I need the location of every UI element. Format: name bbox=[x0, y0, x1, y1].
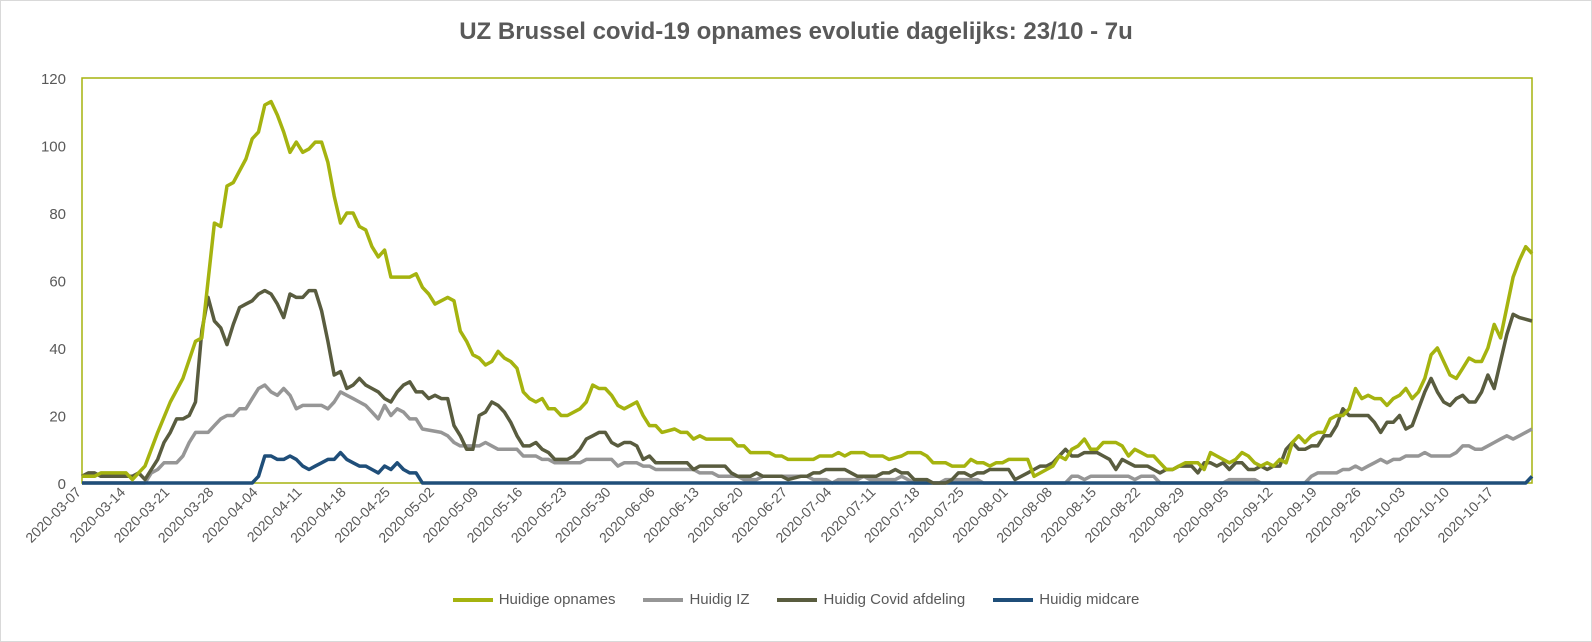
legend-item: Huidig Covid afdeling bbox=[777, 591, 965, 608]
legend-swatch bbox=[643, 597, 684, 602]
legend-swatch bbox=[777, 597, 818, 602]
y-tick-label: 100 bbox=[41, 139, 66, 156]
legend-label: Huidig IZ bbox=[689, 591, 750, 608]
y-tick-label: 80 bbox=[49, 206, 66, 223]
series-line-1 bbox=[82, 383, 1533, 485]
y-tick-label: 40 bbox=[49, 341, 66, 358]
legend-label: Huidig Covid afdeling bbox=[823, 591, 966, 608]
y-tick-label: 120 bbox=[41, 71, 66, 88]
y-tick-label: 20 bbox=[49, 409, 66, 426]
legend-swatch bbox=[452, 597, 493, 602]
legend-item: Huidig midcare bbox=[993, 591, 1139, 608]
legend-label: Huidige opnames bbox=[498, 591, 616, 608]
legend: Huidige opnames Huidig IZ Huidig Covid afd… bbox=[0, 591, 1592, 608]
x-axis-labels: 2020-03-072020-03-142020-03-212020-03-28… bbox=[22, 484, 1496, 546]
series-line-0 bbox=[82, 99, 1534, 482]
y-axis-labels: 0 20 40 60 80 100 120 bbox=[41, 71, 66, 493]
legend-item: Huidige opnames bbox=[452, 591, 616, 608]
y-tick-label: 60 bbox=[49, 274, 66, 291]
plot-area bbox=[81, 77, 1533, 484]
series-line-3 bbox=[82, 450, 1534, 485]
y-tick-label: 0 bbox=[58, 476, 66, 493]
legend-swatch bbox=[993, 597, 1034, 602]
legend-label: Huidig midcare bbox=[1039, 591, 1140, 608]
series-line-2 bbox=[81, 288, 1533, 485]
chart-title: UZ Brussel covid-19 opnames evolutie dag… bbox=[459, 18, 1133, 45]
legend-item: Huidig IZ bbox=[643, 591, 749, 608]
series-lines bbox=[81, 99, 1534, 485]
